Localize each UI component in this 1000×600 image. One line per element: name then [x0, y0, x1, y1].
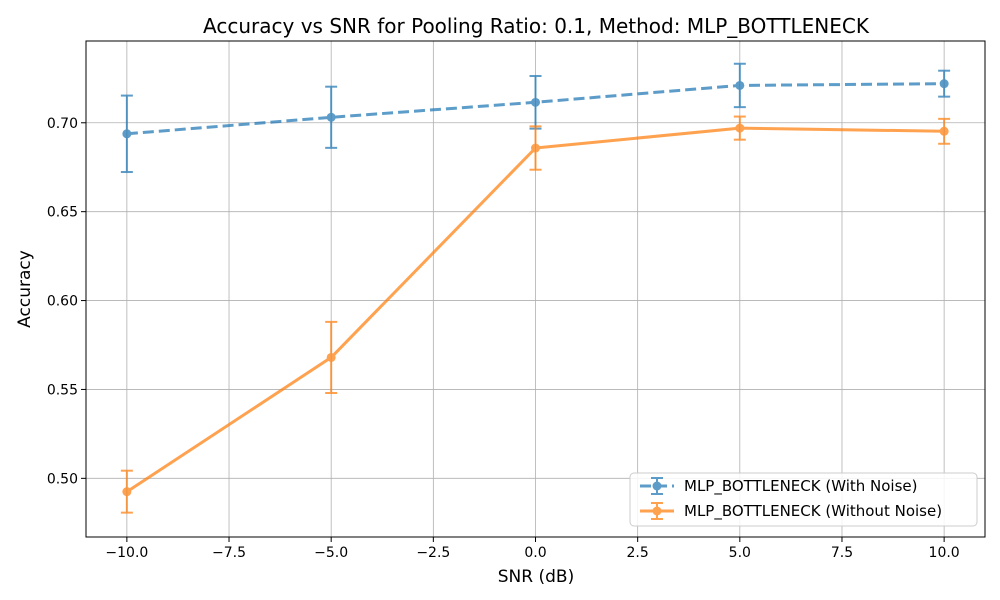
series-layer	[120, 62, 951, 514]
legend-label: MLP_BOTTLENECK (With Noise)	[684, 477, 918, 496]
x-tick-label: −5.0	[314, 545, 348, 561]
data-point	[122, 487, 132, 497]
x-axis-label: SNR (dB)	[498, 567, 574, 587]
x-tick-label: 10.0	[929, 545, 960, 561]
y-tick-label: 0.65	[47, 205, 78, 221]
legend: MLP_BOTTLENECK (With Noise) MLP_BOTTLENEC…	[629, 472, 978, 527]
data-point	[735, 80, 745, 90]
y-tick-label: 0.50	[47, 471, 78, 487]
legend-box	[629, 472, 978, 527]
x-tick-label: −10.0	[105, 545, 148, 561]
data-point	[939, 126, 949, 136]
y-tick-label: 0.60	[47, 294, 78, 310]
y-tick-label: 0.70	[47, 116, 78, 132]
data-point	[531, 97, 540, 107]
chart-title: Accuracy vs SNR for Pooling Ratio: 0.1, …	[203, 14, 870, 38]
x-tick-label: 0.0	[524, 545, 546, 561]
x-tick-label: 5.0	[729, 545, 751, 561]
data-point	[939, 79, 949, 89]
x-tick-label: −7.5	[212, 545, 246, 561]
y-axis-label: Accuracy	[15, 250, 35, 328]
data-point	[326, 352, 336, 362]
data-point	[531, 143, 540, 153]
legend-swatch	[640, 502, 674, 520]
x-tick-label: 2.5	[627, 545, 649, 561]
x-tick-label: 7.5	[831, 545, 853, 561]
data-point	[326, 112, 336, 122]
series-without-noise	[120, 115, 951, 514]
series-with-noise	[120, 62, 951, 174]
ticks: −10.0 −7.5 −5.0 −2.5 0.0 2.5 5.0 7.5 10.0 0.50 0.5…	[47, 116, 960, 561]
legend-swatch	[640, 477, 674, 495]
x-tick-label: −2.5	[416, 545, 450, 561]
legend-marker	[652, 506, 662, 516]
y-tick-label: 0.55	[47, 382, 78, 398]
data-point	[122, 129, 132, 139]
legend-marker	[652, 481, 662, 491]
legend-label: MLP_BOTTLENECK (Without Noise)	[684, 502, 942, 521]
data-point	[735, 123, 745, 133]
